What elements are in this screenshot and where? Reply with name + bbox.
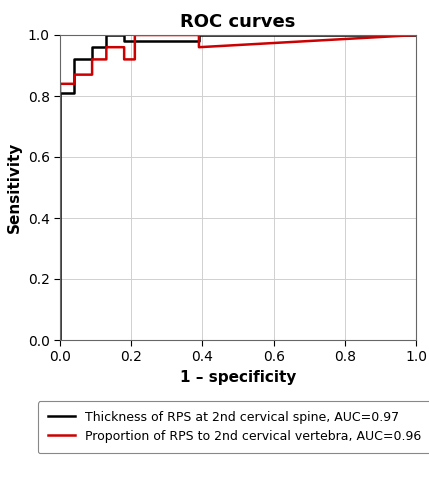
Title: ROC curves: ROC curves xyxy=(181,12,296,30)
X-axis label: 1 – specificity: 1 – specificity xyxy=(180,370,296,385)
Y-axis label: Sensitivity: Sensitivity xyxy=(7,142,22,233)
Legend: Thickness of RPS at 2nd cervical spine, AUC=0.97, Proportion of RPS to 2nd cervi: Thickness of RPS at 2nd cervical spine, … xyxy=(38,401,429,454)
